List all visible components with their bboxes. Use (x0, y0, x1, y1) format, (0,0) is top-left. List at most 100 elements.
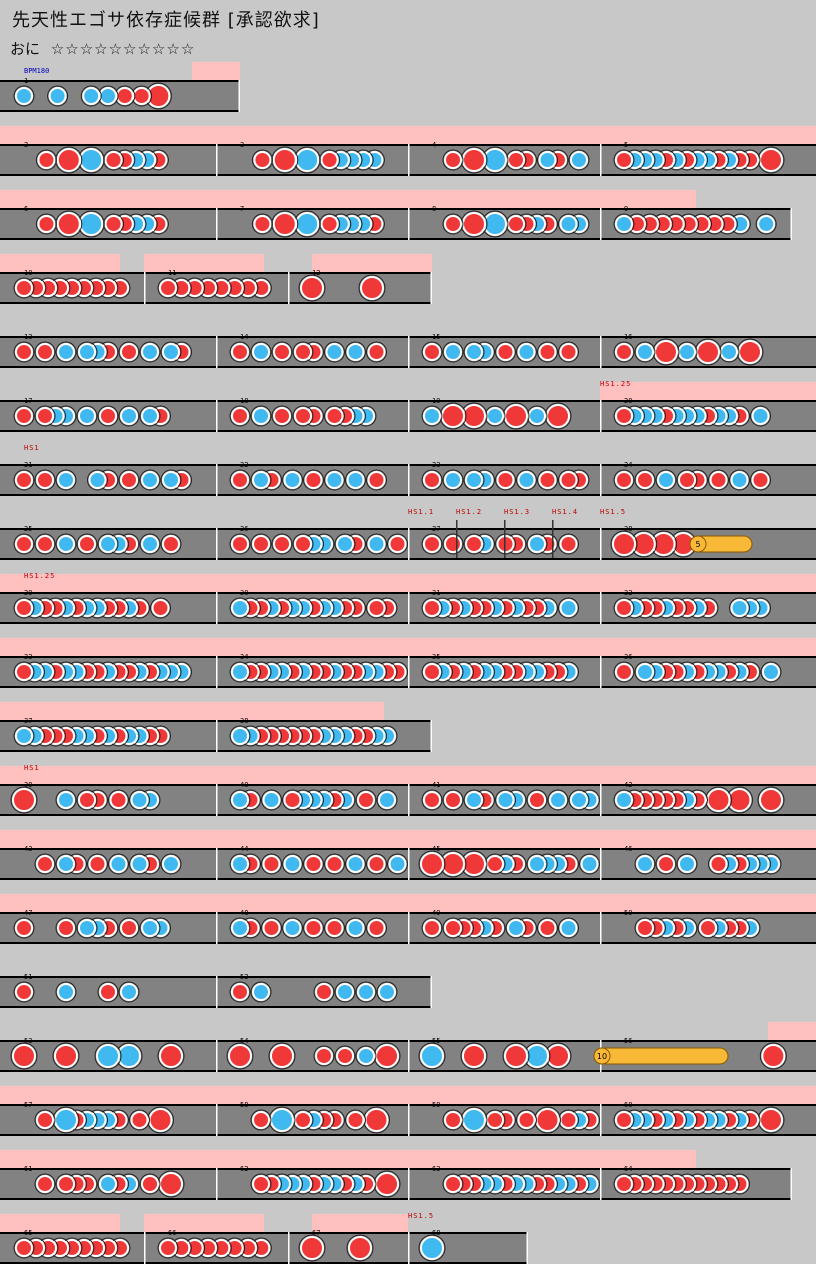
note-outline (292, 341, 314, 363)
note-outline (516, 341, 537, 363)
barline (216, 1104, 218, 1136)
chart-row: 39 40 41 42 (0, 766, 816, 816)
ka-note (48, 87, 67, 105)
note-outline (558, 213, 579, 235)
measure-number: 27 (432, 525, 440, 533)
note-outline (755, 213, 777, 235)
don-note (496, 343, 515, 361)
note-outline (55, 469, 77, 491)
note-outline (442, 1109, 464, 1131)
note-outline (108, 853, 129, 875)
note-outline (442, 213, 464, 235)
note-outline (613, 1109, 635, 1131)
don-note (132, 87, 151, 105)
note-outline (80, 85, 102, 107)
don-note (538, 343, 557, 361)
don-note (130, 1111, 149, 1129)
don-note (559, 1111, 578, 1129)
don-note (615, 151, 633, 169)
note-outline (118, 341, 140, 363)
don-note (465, 535, 483, 553)
note-outline (558, 469, 579, 491)
note-outline (97, 1173, 119, 1195)
measure-number: 6 (24, 205, 28, 213)
note-outline (13, 277, 35, 299)
barline (600, 528, 602, 560)
don-note (444, 535, 462, 553)
gogo-band (0, 830, 816, 848)
note-outline (537, 469, 558, 491)
lane-bottom-line (0, 110, 240, 112)
note-outline (345, 341, 366, 363)
don-note (367, 343, 386, 361)
note-outline (251, 213, 273, 235)
note-outline (526, 853, 548, 875)
note-outline (150, 597, 171, 619)
note-outline (55, 341, 77, 363)
measure-number: 40 (240, 781, 248, 789)
barline (430, 976, 432, 1008)
note-outline (579, 853, 600, 875)
note-outline (355, 1045, 377, 1067)
note-outline (157, 277, 179, 299)
note-outline (157, 1237, 179, 1259)
don-note (559, 343, 578, 361)
big-ka-note (295, 148, 320, 172)
barline (600, 400, 602, 432)
ka-note (423, 407, 441, 425)
ka-note (231, 855, 249, 873)
gogo-band (0, 1214, 120, 1232)
ka-note (82, 87, 101, 105)
big-ka-note (54, 1108, 78, 1132)
note-outline (355, 789, 377, 811)
note-outline (271, 210, 299, 238)
don-note (444, 1175, 462, 1193)
hs-marker: HS1.1 (408, 508, 434, 516)
don-note (141, 1175, 159, 1193)
note-outline (387, 533, 408, 555)
ka-note (15, 727, 33, 745)
measure-number: 11 (168, 269, 176, 277)
ka-note (57, 791, 75, 809)
note-outline (613, 405, 635, 427)
note-outline (160, 341, 182, 363)
don-note (507, 151, 525, 169)
don-note (304, 855, 323, 873)
measure-number: 16 (624, 333, 632, 341)
note-outline (52, 1042, 80, 1070)
big-ka-note (79, 212, 104, 236)
note-outline (387, 853, 408, 875)
measure-number: 34 (240, 653, 248, 661)
big-don-note (159, 1044, 183, 1068)
note-outline (34, 405, 56, 427)
measure-number: 3 (240, 141, 244, 149)
measure-number: 9 (624, 205, 628, 213)
measure-number: 32 (624, 589, 632, 597)
note-outline (282, 917, 303, 939)
don-note (294, 1111, 312, 1129)
measure-number: 23 (432, 461, 440, 469)
measure-number: 24 (624, 461, 632, 469)
barline (216, 1040, 218, 1072)
don-note (231, 343, 249, 361)
don-note (78, 535, 96, 553)
note-outline (421, 533, 443, 555)
don-note (273, 343, 291, 361)
big-don-note (300, 1236, 324, 1260)
note-outline (103, 213, 125, 235)
hs-marker: HS1.25 (24, 572, 55, 580)
note-outline (729, 597, 750, 619)
hs-tick (504, 520, 506, 558)
ka-note (57, 471, 75, 489)
don-note (151, 599, 170, 617)
ka-note (252, 343, 270, 361)
note-outline (537, 149, 558, 171)
ka-note (336, 983, 354, 1001)
don-note (423, 791, 441, 809)
chart-row: 17 18 19 20 (0, 382, 816, 432)
hs-marker: HS1 (24, 444, 40, 452)
measure-number: 57 (24, 1101, 32, 1109)
big-don-note (228, 1044, 252, 1068)
measure-number: 63 (432, 1165, 440, 1173)
note-outline (250, 341, 272, 363)
